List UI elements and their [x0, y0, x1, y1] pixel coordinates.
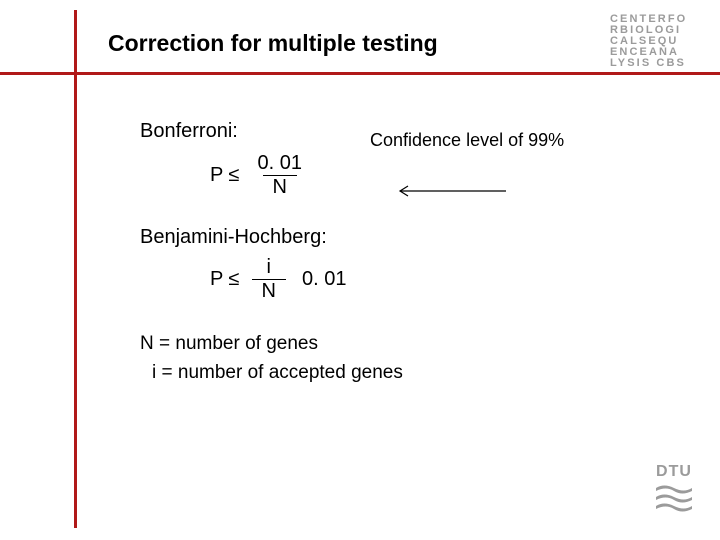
denominator: N — [252, 279, 286, 302]
multiplier: 0. 01 — [302, 268, 346, 291]
bh-label: Benjamini-Hochberg: — [140, 226, 680, 249]
bh-formula: P ≤ i N 0. 01 — [210, 257, 680, 302]
horizontal-rule — [0, 72, 720, 75]
dtu-letters: DTU — [654, 463, 694, 481]
bonferroni-formula: P ≤ 0. 01 N — [210, 153, 680, 198]
slide-title: Correction for multiple testing — [108, 30, 438, 57]
legend-line-n: N = number of genes — [140, 330, 680, 359]
fraction: 0. 01 N — [252, 153, 308, 198]
denominator: N — [263, 175, 297, 198]
content-area: Bonferroni: P ≤ 0. 01 N Benjamini-Hochbe… — [140, 120, 680, 387]
p-le-text: P ≤ — [210, 164, 240, 187]
legend: N = number of genes i = number of accept… — [140, 330, 680, 387]
dtu-waves-icon — [654, 484, 694, 512]
numerator: i — [261, 257, 277, 279]
cbs-logo-text: CENTERFO RBIOLOGI CALSEQU ENCEANA LYSIS … — [610, 14, 696, 69]
dtu-logo: DTU — [654, 463, 694, 512]
vertical-rule-left — [74, 10, 77, 528]
numerator: 0. 01 — [252, 153, 308, 175]
bonferroni-label: Bonferroni: — [140, 120, 680, 143]
fraction: i N — [252, 257, 286, 302]
p-le-text: P ≤ — [210, 268, 240, 291]
legend-line-i: i = number of accepted genes — [152, 359, 680, 388]
